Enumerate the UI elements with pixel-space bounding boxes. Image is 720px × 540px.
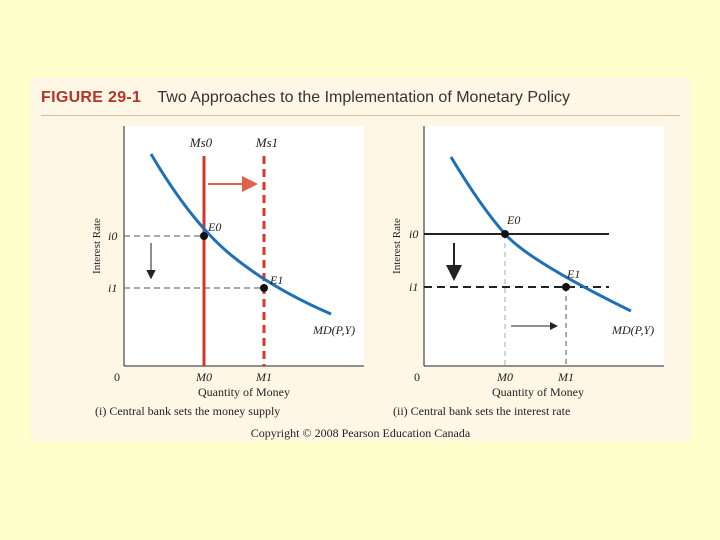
panel-ii-origin: 0 (414, 370, 420, 384)
panel-ii-rate-i0: i0 (409, 227, 418, 241)
panel-i-xlabel: Quantity of Money (198, 385, 290, 399)
panel-i-caption: (i) Central bank sets the money supply (95, 404, 281, 418)
figure-label: FIGURE 29-1 (41, 89, 142, 106)
panel-ii-point-e0 (501, 230, 509, 238)
panel-ii: E0 E1 MD(P,Y) i0 i1 0 M0 M1 Quantity of … (391, 126, 664, 399)
panel-ii-demand-label: MD(P,Y) (611, 323, 654, 337)
panel-ii-ylabel: Interest Rate (391, 218, 403, 274)
panel-i-qty-m1: M1 (255, 370, 272, 384)
figure: FIGURE 29-1 Two Approaches to the Implem… (31, 77, 690, 441)
panel-ii-e0-label: E0 (506, 213, 520, 227)
figure-header: FIGURE 29-1 Two Approaches to the Implem… (41, 89, 570, 107)
panel-ii-caption: (ii) Central bank sets the interest rate (393, 404, 571, 418)
panel-i-point-e0 (200, 232, 208, 240)
panel-i-ylabel: Interest Rate (91, 218, 103, 274)
panel-i-rate-i1: i1 (108, 281, 117, 295)
copyright: Copyright © 2008 Pearson Education Canad… (250, 426, 471, 440)
diagram-svg: Ms0 Ms1 E0 E1 MD(P,Y) i0 i1 0 M0 M1 Quan… (91, 126, 664, 399)
panel-i-demand-label: MD(P,Y) (312, 323, 355, 337)
panel-i-point-e1 (260, 284, 268, 292)
panel-i-demand-curve (149, 153, 332, 316)
panel-i-rate-i0: i0 (108, 229, 117, 243)
panel-ii-e1-label: E1 (566, 267, 580, 281)
header-rule (41, 115, 680, 116)
panel-i-plot-area (124, 126, 364, 366)
figure-title: Two Approaches to the Implementation of … (157, 89, 571, 106)
panel-ii-xlabel: Quantity of Money (492, 385, 584, 399)
panel-i-e0-label: E0 (207, 220, 221, 234)
panel-ii-rate-i1: i1 (409, 280, 418, 294)
panel-i-qty-m0: M0 (195, 370, 212, 384)
panel-i-origin: 0 (114, 370, 120, 384)
panel-ii-qty-m1: M1 (557, 370, 574, 384)
panel-ii-point-e1 (562, 283, 570, 291)
panel-i: Ms0 Ms1 E0 E1 MD(P,Y) i0 i1 0 M0 M1 Quan… (91, 126, 364, 399)
panel-i-supply-label-0: Ms0 (189, 135, 213, 150)
panel-ii-qty-m0: M0 (496, 370, 513, 384)
panel-i-e1-label: E1 (269, 273, 283, 287)
panel-i-supply-label-1: Ms1 (255, 135, 278, 150)
